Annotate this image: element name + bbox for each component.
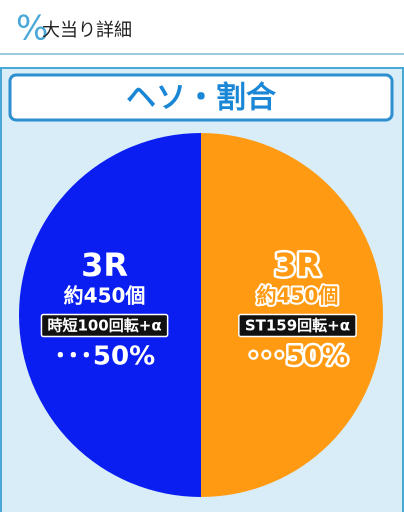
header-icon: % — [16, 9, 48, 49]
header-title: 大当り詳細 — [42, 20, 132, 41]
balls-label: 約450個 — [257, 284, 339, 308]
category-badge — [238, 313, 357, 338]
value-label: ･･･50% — [54, 342, 155, 372]
value-label: ･･･50% — [247, 342, 348, 372]
category-badge — [40, 313, 169, 338]
category-label: ST159回転+α — [245, 317, 350, 335]
round-label: 3R — [81, 246, 128, 284]
category-label: 時短100回転+α — [47, 317, 161, 335]
balls-label: 約450個 — [64, 284, 146, 308]
round-label: 3R — [274, 246, 321, 284]
chart-title: ヘソ・割合 — [126, 81, 276, 116]
panel-title-box — [8, 73, 394, 122]
